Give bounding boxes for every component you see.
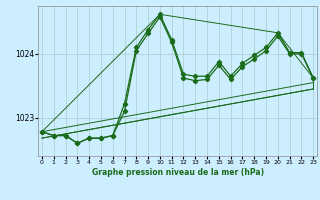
X-axis label: Graphe pression niveau de la mer (hPa): Graphe pression niveau de la mer (hPa) [92,168,264,177]
